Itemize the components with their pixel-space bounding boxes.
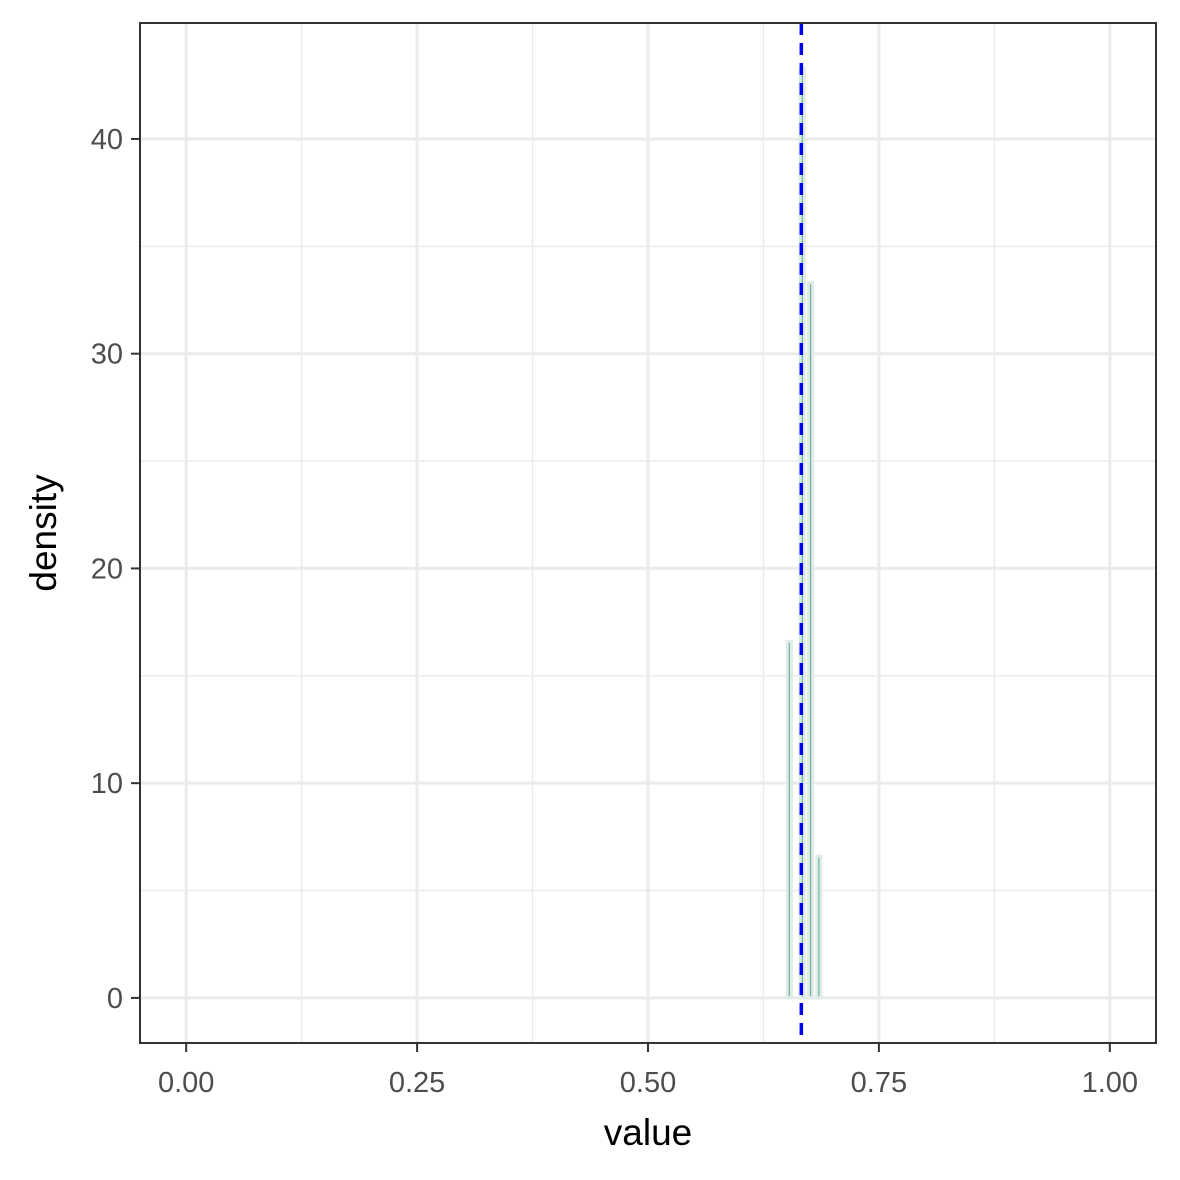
y-tick-label: 0 [107, 983, 123, 1015]
major-gridlines [140, 23, 1156, 1043]
histogram-bar [815, 854, 823, 1000]
x-tick-label: 0.25 [389, 1067, 445, 1099]
histogram-bar [806, 281, 815, 1000]
histogram-bar [785, 639, 793, 1000]
y-tick-label: 20 [91, 553, 123, 585]
y-tick-label: 10 [91, 768, 123, 800]
y-axis-title: density [23, 474, 64, 592]
x-tick-label: 0.75 [851, 1067, 907, 1099]
y-axis: 0 10 20 30 40 [91, 124, 140, 1015]
x-axis-title: value [604, 1112, 692, 1153]
x-tick-label: 0.50 [620, 1067, 676, 1099]
y-tick-label: 40 [91, 124, 123, 156]
x-tick-label: 0.00 [158, 1067, 214, 1099]
x-axis: 0.00 0.25 0.50 0.75 1.00 [158, 1043, 1138, 1099]
y-tick-label: 30 [91, 339, 123, 371]
x-tick-label: 1.00 [1082, 1067, 1138, 1099]
